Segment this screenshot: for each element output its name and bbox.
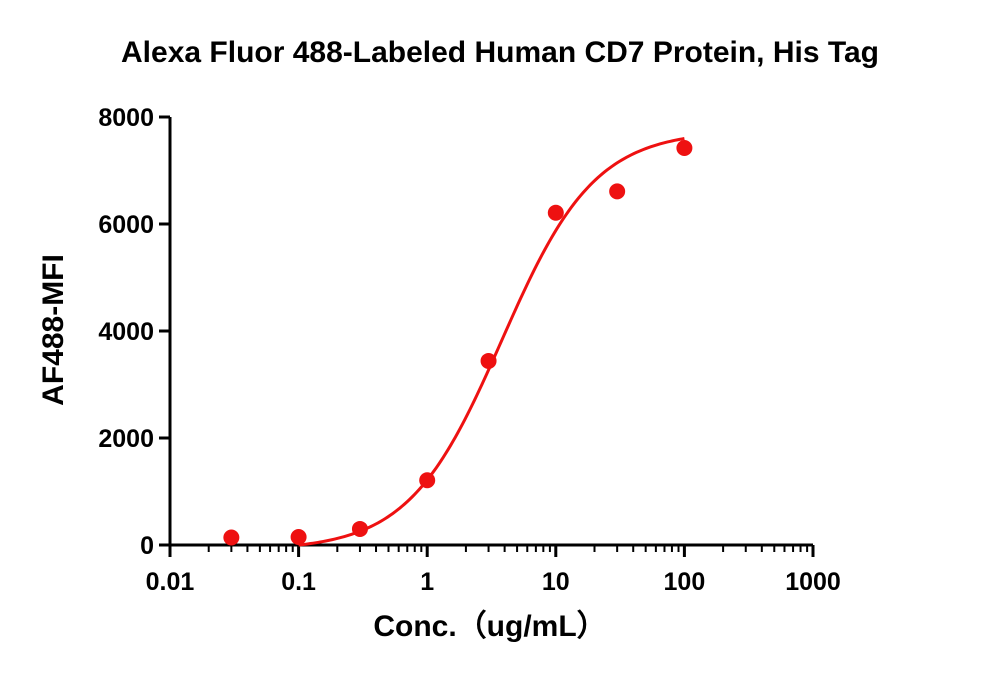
data-point: [290, 528, 307, 545]
data-point: [609, 183, 626, 200]
chart-title: Alexa Fluor 488-Labeled Human CD7 Protei…: [121, 36, 879, 69]
x-tick-label: 0.1: [281, 568, 316, 596]
data-points: [223, 140, 693, 546]
y-tick-label: 2000: [98, 425, 154, 453]
x-axis-label: Conc.（ug/mL）: [373, 609, 606, 643]
fit-curve-group: [298, 137, 685, 547]
x-tick-label: 10: [542, 568, 570, 596]
x-tick-label: 1: [420, 568, 434, 596]
y-tick-label: 8000: [98, 104, 154, 132]
data-point: [419, 472, 436, 489]
y-axis-label: AF488-MFI: [37, 254, 70, 406]
data-point: [351, 520, 368, 537]
data-point: [480, 352, 497, 369]
data-point: [223, 529, 240, 546]
ticks: 0 2000 4000 6000 8000 0.01 0.1 1 10 100 1000: [98, 104, 840, 596]
x-tick-label: 1000: [785, 568, 841, 596]
y-tick-label: 0: [140, 532, 154, 560]
data-point: [547, 204, 564, 221]
x-tick-label: 100: [664, 568, 706, 596]
y-tick-label: 6000: [98, 211, 154, 239]
y-tick-label: 4000: [98, 318, 154, 346]
fit-curve: [298, 137, 685, 547]
data-point: [676, 140, 693, 157]
x-tick-label: 0.01: [146, 568, 195, 596]
axes: [168, 117, 813, 547]
